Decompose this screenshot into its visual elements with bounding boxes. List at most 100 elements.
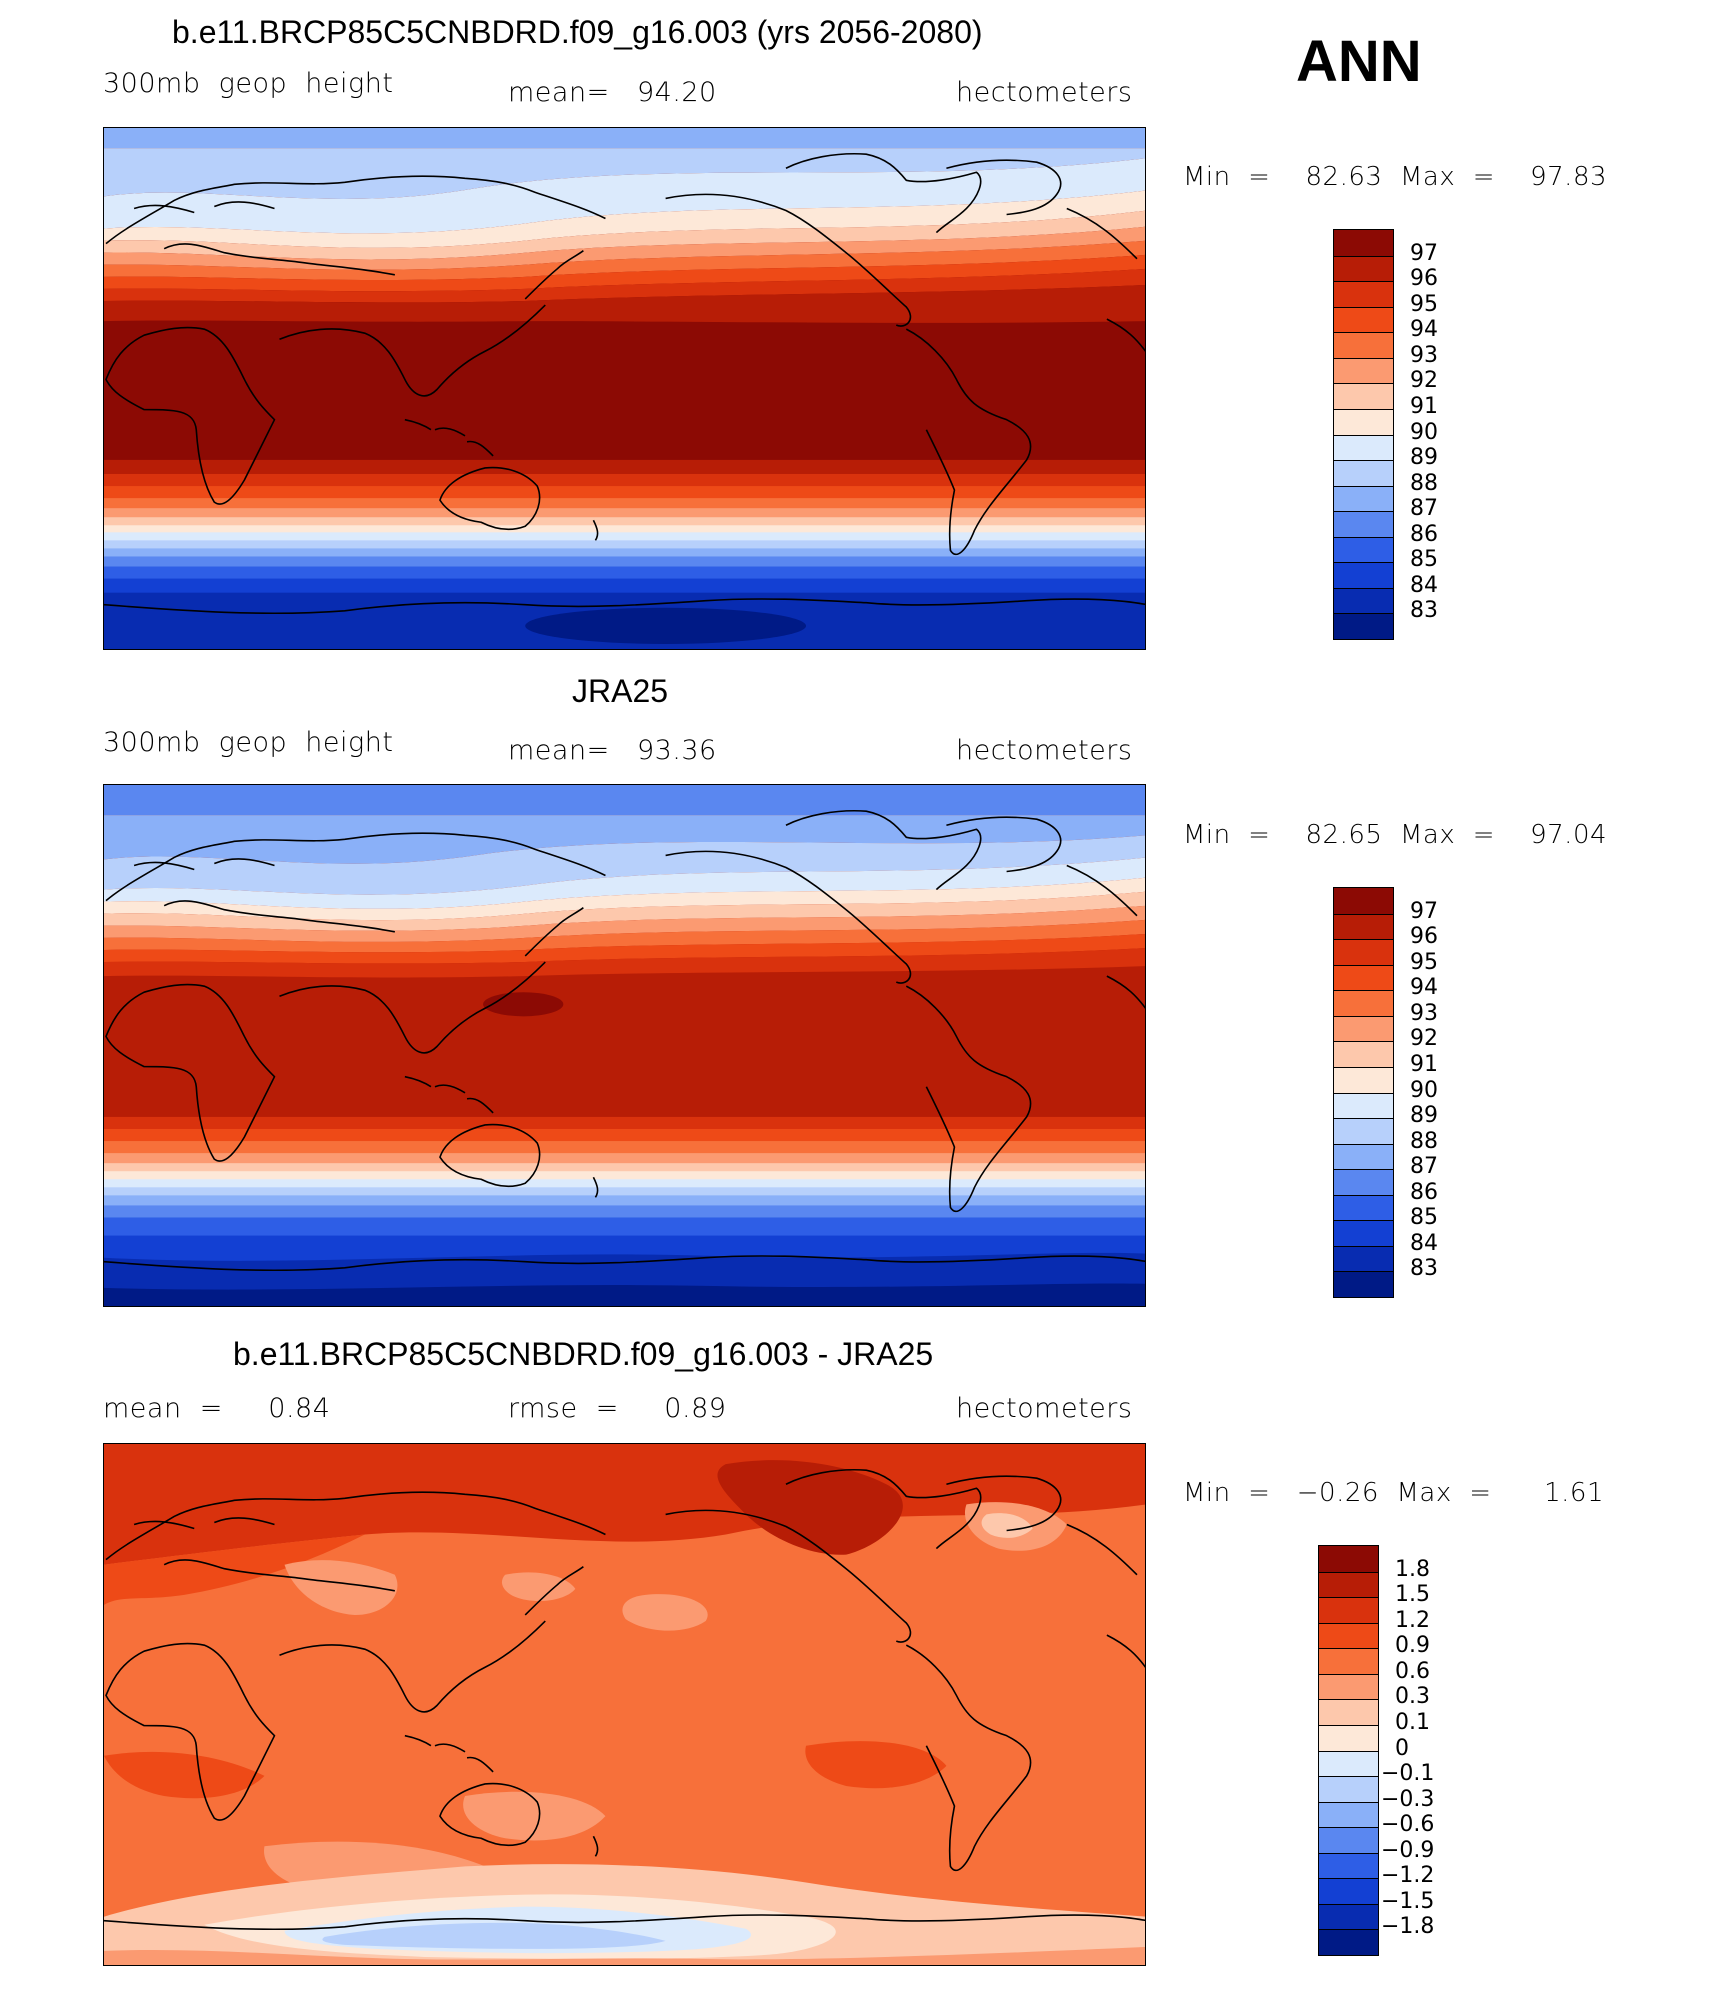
colorbar-box xyxy=(1334,230,1393,256)
panel-3-contour-bands xyxy=(104,1444,1145,1965)
colorbar-box xyxy=(1319,1878,1378,1904)
colorbar-tick-label: 97 xyxy=(1410,240,1438,266)
colorbar-tick-label: 91 xyxy=(1410,393,1438,419)
colorbar-tick-label: 1.5 xyxy=(1395,1582,1430,1608)
colorbar-tick-label: 83 xyxy=(1410,598,1438,624)
colorbar-box xyxy=(1334,913,1393,940)
colorbar-tick-label: 96 xyxy=(1410,266,1438,292)
colorbar-box xyxy=(1334,1118,1393,1144)
colorbar-tick-label: 84 xyxy=(1410,572,1438,598)
colorbar-box xyxy=(1334,1169,1393,1195)
colorbar-box xyxy=(1319,1699,1378,1725)
colorbar-box xyxy=(1319,1673,1378,1700)
colorbar-tick-label: 96 xyxy=(1410,924,1438,950)
colorbar-tick-label: 0.9 xyxy=(1395,1633,1430,1659)
panel-1-coastlines xyxy=(104,152,1145,615)
colorbar-box xyxy=(1334,357,1393,384)
panel-2-coastlines xyxy=(104,809,1145,1272)
panel-2-min-max: Min = 82.65 Max = 97.04 xyxy=(1183,820,1608,850)
panel-3-colorbar xyxy=(1318,1545,1379,1956)
colorbar-tick-label: 95 xyxy=(1410,949,1438,975)
colorbar-tick-label: 93 xyxy=(1410,342,1438,368)
colorbar-tick-label: −1.8 xyxy=(1381,1914,1435,1940)
colorbar-box xyxy=(1334,888,1393,914)
colorbar-box xyxy=(1334,1143,1393,1170)
colorbar-tick-label: 92 xyxy=(1410,1026,1438,1052)
colorbar-tick-label: −0.1 xyxy=(1381,1761,1435,1787)
colorbar-box xyxy=(1334,562,1393,588)
panel-1-mean-label: mean= 94.20 xyxy=(508,77,717,108)
colorbar-box xyxy=(1334,990,1393,1016)
colorbar-box xyxy=(1319,1750,1378,1777)
colorbar-box xyxy=(1334,1271,1393,1297)
colorbar-box xyxy=(1334,1245,1393,1272)
season-label: ANN xyxy=(1296,29,1422,94)
panel-2-mean-label: mean= 93.36 xyxy=(508,735,717,766)
colorbar-tick-label: 0.3 xyxy=(1395,1684,1430,1710)
colorbar-box xyxy=(1319,1776,1378,1802)
panel-3-title: b.e11.BRCP85C5CNBDRD.f09_g16.003 - JRA25 xyxy=(233,1336,934,1372)
colorbar-box xyxy=(1334,1041,1393,1067)
panel-3-rmse-label: rmse = 0.89 xyxy=(508,1393,727,1424)
panel-2-units-label: hectometers xyxy=(956,735,1133,766)
panel-1-contour-bands xyxy=(104,128,1145,649)
colorbar-tick-label: 84 xyxy=(1410,1230,1438,1256)
panel-1-min-max: Min = 82.63 Max = 97.83 xyxy=(1183,162,1608,192)
colorbar-box xyxy=(1334,255,1393,282)
colorbar-tick-label: 0.6 xyxy=(1395,1658,1430,1684)
colorbar-box xyxy=(1334,1194,1393,1221)
colorbar-tick-label: 94 xyxy=(1410,317,1438,343)
colorbar-tick-label: 97 xyxy=(1410,898,1438,924)
colorbar-box xyxy=(1334,964,1393,991)
colorbar-tick-label: 87 xyxy=(1410,496,1438,522)
panel-3-coastlines xyxy=(104,1468,1145,1931)
colorbar-box xyxy=(1334,434,1393,461)
colorbar-box xyxy=(1319,1852,1378,1879)
colorbar-box xyxy=(1334,536,1393,563)
colorbar-box xyxy=(1319,1929,1378,1955)
colorbar-box xyxy=(1319,1648,1378,1674)
colorbar-tick-label: 91 xyxy=(1410,1051,1438,1077)
colorbar-tick-label: 85 xyxy=(1410,1205,1438,1231)
colorbar-tick-label: 88 xyxy=(1410,1128,1438,1154)
colorbar-box xyxy=(1334,1015,1393,1042)
colorbar-tick-label: −1.2 xyxy=(1381,1863,1435,1889)
colorbar-tick-label: −0.9 xyxy=(1381,1837,1435,1863)
colorbar-box xyxy=(1334,587,1393,614)
colorbar-box xyxy=(1334,332,1393,358)
panel-1-units-label: hectometers xyxy=(956,77,1133,108)
panel-2-contour-bands xyxy=(104,785,1145,1306)
colorbar-box xyxy=(1319,1571,1378,1598)
colorbar-tick-label: 88 xyxy=(1410,470,1438,496)
colorbar-tick-label: 89 xyxy=(1410,445,1438,471)
panel-1-colorbar xyxy=(1333,229,1394,640)
colorbar-box xyxy=(1334,939,1393,965)
panel-1-title: b.e11.BRCP85C5CNBDRD.f09_g16.003 (yrs 20… xyxy=(172,14,983,50)
colorbar-box xyxy=(1319,1827,1378,1853)
colorbar-tick-label: 95 xyxy=(1410,291,1438,317)
panel-3-mean-label: mean = 0.84 xyxy=(103,1393,331,1424)
colorbar-tick-label: 89 xyxy=(1410,1103,1438,1129)
colorbar-tick-label: 94 xyxy=(1410,975,1438,1001)
colorbar-tick-label: 90 xyxy=(1410,419,1438,445)
colorbar-tick-label: −0.3 xyxy=(1381,1786,1435,1812)
colorbar-box xyxy=(1334,1092,1393,1119)
colorbar-tick-label: 85 xyxy=(1410,547,1438,573)
colorbar-box xyxy=(1319,1597,1378,1623)
panel-2-map xyxy=(103,784,1146,1307)
colorbar-tick-label: 92 xyxy=(1410,368,1438,394)
panel-1-variable-label: 300mb geop height xyxy=(103,68,394,99)
colorbar-box xyxy=(1334,613,1393,639)
colorbar-box xyxy=(1319,1903,1378,1930)
colorbar-box xyxy=(1334,408,1393,435)
colorbar-box xyxy=(1319,1622,1378,1649)
colorbar-tick-label: 0 xyxy=(1395,1735,1409,1761)
colorbar-tick-label: 87 xyxy=(1410,1154,1438,1180)
colorbar-tick-label: 93 xyxy=(1410,1000,1438,1026)
colorbar-box xyxy=(1334,460,1393,486)
colorbar-tick-label: −1.5 xyxy=(1381,1888,1435,1914)
colorbar-tick-label: 86 xyxy=(1410,1179,1438,1205)
panel-3-min-max: Min = −0.26 Max = 1.61 xyxy=(1183,1478,1604,1508)
panel-2-colorbar xyxy=(1333,887,1394,1298)
colorbar-box xyxy=(1334,306,1393,333)
